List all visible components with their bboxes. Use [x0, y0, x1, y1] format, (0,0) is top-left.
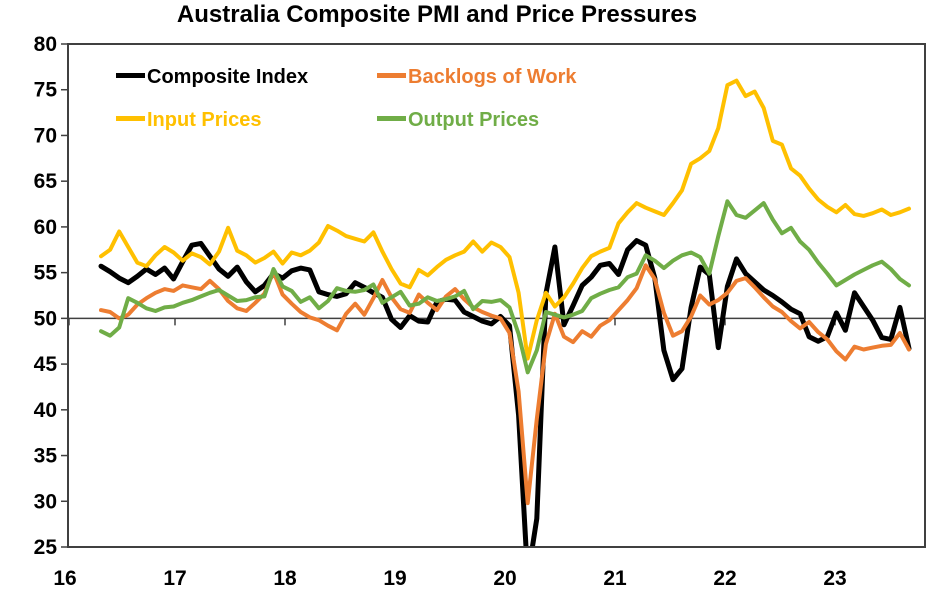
series-line-backlogs-of-work — [99, 263, 911, 506]
legend-label-composite-index: Composite Index — [147, 66, 309, 88]
legend-item-composite-index: Composite Index — [116, 66, 308, 88]
x-axis-tick-label-17: 17 — [163, 567, 186, 590]
series-line-composite-index — [98, 238, 912, 547]
y-axis-tick-label-75: 75 — [34, 79, 58, 102]
x-axis-tick-label-18: 18 — [273, 567, 297, 590]
composite-index-legend-swatch — [116, 73, 145, 78]
series-line-output-prices — [99, 199, 911, 375]
y-axis-tick-label-80: 80 — [34, 33, 57, 56]
y-axis-tick-label-25: 25 — [34, 536, 58, 559]
x-axis-tick-label-20: 20 — [493, 567, 516, 590]
x-axis-tick-label-16: 16 — [53, 567, 76, 590]
x-axis-tick-label-22: 22 — [713, 567, 736, 590]
chart-title: Australia Composite PMI and Price Pressu… — [176, 1, 698, 28]
series-line-input-prices — [99, 78, 911, 361]
x-axis-tick-label-23: 23 — [823, 567, 846, 590]
y-axis-tick-label-30: 30 — [34, 490, 57, 513]
output-prices-legend-swatch — [377, 116, 406, 121]
legend-label-input-prices: Input Prices — [147, 109, 262, 131]
legend-label-backlogs-of-work: Backlogs of Work — [408, 66, 577, 88]
legend-label-output-prices: Output Prices — [408, 109, 540, 131]
legend-item-backlogs-of-work: Backlogs of Work — [377, 66, 577, 88]
input-prices-legend-swatch — [116, 116, 145, 121]
plot-border — [67, 43, 926, 548]
x-axis-tick-label-21: 21 — [603, 567, 627, 590]
y-axis-tick-label-60: 60 — [34, 216, 57, 239]
y-axis-tick-label-35: 35 — [34, 445, 58, 468]
legend-item-input-prices: Input Prices — [116, 109, 261, 131]
y-axis-tick-label-50: 50 — [34, 307, 57, 330]
legend-item-output-prices: Output Prices — [377, 109, 539, 131]
x-axis-tick-label-19: 19 — [383, 567, 406, 590]
backlogs-of-work-legend-swatch — [377, 73, 406, 78]
y-axis-tick-label-40: 40 — [34, 399, 57, 422]
y-axis-tick-label-65: 65 — [34, 170, 58, 193]
y-axis-tick-label-70: 70 — [34, 124, 57, 147]
y-axis-tick-label-55: 55 — [34, 262, 58, 285]
y-axis-tick-label-45: 45 — [34, 353, 58, 376]
